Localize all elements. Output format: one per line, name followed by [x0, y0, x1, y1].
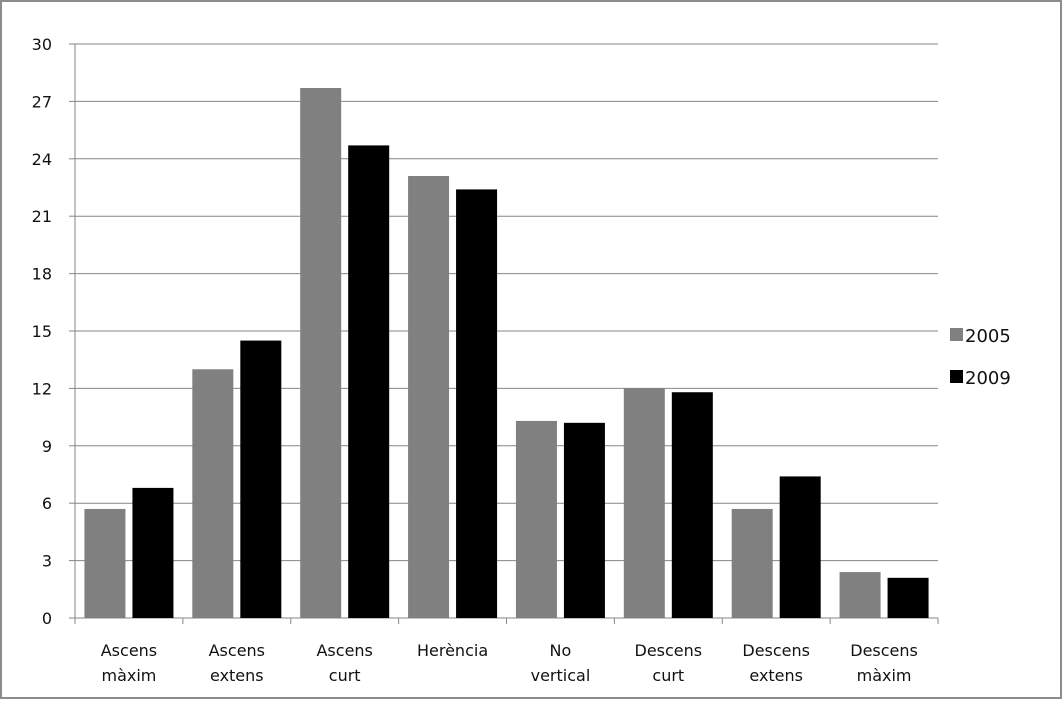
x-category-label: Ascens — [101, 641, 157, 660]
bar-2009 — [887, 577, 929, 618]
bar-2005 — [300, 88, 342, 619]
y-tick-label: 3 — [42, 552, 52, 571]
y-tick-label: 0 — [42, 609, 52, 628]
bar-2005 — [731, 508, 773, 618]
x-category-label: extens — [749, 666, 803, 685]
bar-2005 — [515, 420, 557, 618]
x-category-label: màxim — [857, 666, 912, 685]
bar-2005 — [623, 388, 665, 618]
bar-2009 — [240, 340, 282, 618]
bar-2005 — [84, 508, 126, 618]
bar-2009 — [132, 487, 174, 618]
legend-label: 2009 — [965, 368, 1011, 389]
x-category-label: curt — [652, 666, 684, 685]
y-tick-label: 6 — [42, 494, 52, 513]
y-tick-label: 21 — [32, 207, 52, 226]
x-category-label: Herència — [417, 641, 488, 660]
y-tick-label: 18 — [32, 265, 52, 284]
bar-2005 — [839, 572, 881, 618]
legend-label: 2005 — [965, 326, 1011, 347]
x-category-label: màxim — [101, 666, 156, 685]
x-category-label: Descens — [635, 641, 703, 660]
y-tick-label: 30 — [32, 35, 52, 54]
bar-2009 — [348, 145, 390, 618]
x-category-label: Descens — [742, 641, 810, 660]
y-tick-label: 15 — [32, 322, 52, 341]
x-category-label: Descens — [850, 641, 918, 660]
bar-2009 — [563, 422, 605, 618]
bar-2005 — [192, 369, 234, 618]
bar-2009 — [671, 392, 713, 618]
y-tick-label: 27 — [32, 92, 52, 111]
x-category-label: No — [550, 641, 572, 660]
bar-2009 — [456, 189, 498, 618]
x-category-label: curt — [329, 666, 361, 685]
legend-swatch-2009 — [950, 370, 963, 383]
bar-2009 — [779, 476, 821, 618]
x-category-label: vertical — [531, 666, 591, 685]
x-category-label: Ascens — [316, 641, 372, 660]
bar-2005 — [408, 176, 450, 618]
y-tick-label: 9 — [42, 437, 52, 456]
legend-swatch-2005 — [950, 328, 963, 341]
x-category-label: Ascens — [209, 641, 265, 660]
x-category-label: extens — [210, 666, 264, 685]
y-tick-label: 24 — [32, 150, 52, 169]
y-tick-label: 12 — [32, 379, 52, 398]
